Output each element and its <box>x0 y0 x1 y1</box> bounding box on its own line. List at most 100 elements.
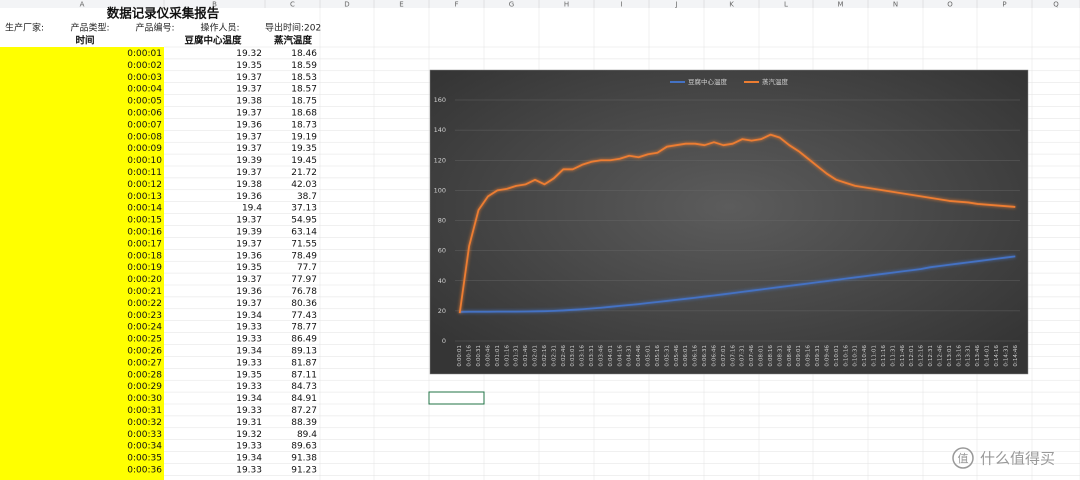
column-header: A <box>80 1 85 9</box>
table-header: 豆腐中心温度 <box>184 35 242 47</box>
x-tick-label: 0:09:01 <box>796 345 802 367</box>
x-tick-label: 0:07:31 <box>740 345 746 367</box>
column-header: P <box>1002 1 1006 9</box>
series-line <box>458 133 1016 314</box>
table-cell: 19.34 <box>236 454 262 464</box>
x-tick-label: 0:09:46 <box>824 345 830 367</box>
x-tick-label: 0:00:46 <box>485 345 491 367</box>
table-cell: 87.11 <box>291 370 317 380</box>
table-cell: 0:00:33 <box>127 430 162 440</box>
x-tick-label: 0:09:31 <box>815 345 821 367</box>
x-tick-label: 0:01:46 <box>523 345 529 367</box>
column-header: E <box>399 1 403 9</box>
x-tick-label: 0:06:31 <box>702 345 708 367</box>
highlight-column <box>0 47 164 480</box>
table-cell: 18.75 <box>291 97 317 107</box>
x-tick-label: 0:14:01 <box>985 345 991 367</box>
column-header: O <box>947 1 953 9</box>
table-cell: 19.37 <box>236 216 262 226</box>
x-tick-label: 0:03:16 <box>580 345 586 367</box>
table-cell: 0:00:17 <box>127 239 162 249</box>
column-header-bar <box>0 0 1080 8</box>
table-cell: 19.37 <box>236 144 262 154</box>
table-cell: 19.35 <box>291 144 317 154</box>
table-cell: 0:00:03 <box>127 73 162 83</box>
x-tick-label: 0:07:01 <box>721 345 727 367</box>
table-cell: 0:00:27 <box>127 358 162 368</box>
table-cell: 54.95 <box>291 216 317 226</box>
column-header: Q <box>1053 1 1059 9</box>
table-cell: 0:00:24 <box>127 323 162 333</box>
table-cell: 19.33 <box>236 382 262 392</box>
table-cell: 38.7 <box>297 192 317 202</box>
series-line <box>459 255 1016 313</box>
table-cell: 77.43 <box>291 311 317 321</box>
x-tick-label: 0:06:46 <box>711 345 717 367</box>
table-cell: 19.39 <box>236 156 262 166</box>
x-tick-label: 0:11:16 <box>881 345 887 367</box>
table-cell: 18.57 <box>291 85 317 95</box>
table-cell: 37.13 <box>291 204 317 214</box>
table-cell: 0:00:29 <box>127 382 162 392</box>
column-header: D <box>344 1 349 9</box>
column-header: K <box>729 1 734 9</box>
info-label: 产品编号: <box>135 22 174 34</box>
column-header: C <box>290 1 295 9</box>
table-cell: 0:00:30 <box>127 394 162 404</box>
x-tick-label: 0:08:16 <box>768 345 774 367</box>
x-tick-label: 0:00:16 <box>467 345 473 367</box>
table-cell: 0:00:31 <box>127 406 162 416</box>
table-cell: 19.35 <box>236 370 262 380</box>
y-tick-label: 120 <box>434 156 446 164</box>
x-tick-label: 0:06:16 <box>693 345 699 367</box>
y-tick-label: 20 <box>438 307 446 315</box>
x-tick-label: 0:02:01 <box>533 345 539 367</box>
x-tick-label: 0:13:16 <box>956 345 962 367</box>
x-tick-label: 0:05:16 <box>655 345 661 367</box>
x-tick-label: 0:04:01 <box>608 345 614 367</box>
table-cell: 18.46 <box>291 49 317 59</box>
x-tick-label: 0:03:46 <box>598 345 604 367</box>
y-tick-label: 100 <box>434 186 446 194</box>
x-tick-label: 0:06:01 <box>683 345 689 367</box>
x-tick-label: 0:13:46 <box>975 345 981 367</box>
table-cell: 0:00:28 <box>127 370 162 380</box>
table-cell: 77.97 <box>291 275 317 285</box>
table-cell: 0:00:11 <box>127 168 162 178</box>
x-tick-label: 0:00:31 <box>476 345 482 367</box>
x-tick-label: 0:05:46 <box>674 345 680 367</box>
table-cell: 89.4 <box>297 430 317 440</box>
x-tick-label: 0:12:31 <box>928 345 934 367</box>
table-cell: 84.73 <box>291 382 317 392</box>
table-cell: 81.87 <box>291 358 317 368</box>
x-tick-label: 0:01:16 <box>504 345 510 367</box>
x-tick-label: 0:13:01 <box>947 345 953 367</box>
table-cell: 0:00:26 <box>127 346 162 356</box>
x-tick-label: 0:14:46 <box>1013 345 1019 367</box>
x-tick-label: 0:13:31 <box>966 345 972 367</box>
table-cell: 80.36 <box>291 299 317 309</box>
table-cell: 0:00:35 <box>127 454 162 464</box>
table-cell: 19.19 <box>291 132 317 142</box>
report-title: 数据记录仪采集报告 <box>106 6 220 21</box>
x-tick-label: 0:11:46 <box>900 345 906 367</box>
table-cell: 0:00:19 <box>127 263 162 273</box>
y-tick-label: 40 <box>438 277 446 285</box>
table-cell: 19.33 <box>236 358 262 368</box>
table-cell: 0:00:15 <box>127 216 162 226</box>
x-tick-label: 0:04:31 <box>627 345 633 367</box>
x-tick-label: 0:04:46 <box>636 345 642 367</box>
table-cell: 19.35 <box>236 263 262 273</box>
x-tick-label: 0:09:16 <box>806 345 812 367</box>
table-cell: 19.35 <box>236 61 262 71</box>
table-cell: 0:00:12 <box>127 180 162 190</box>
table-cell: 77.7 <box>297 263 317 273</box>
chart-area <box>429 69 1029 375</box>
x-tick-label: 0:12:16 <box>919 345 925 367</box>
table-cell: 0:00:04 <box>127 85 162 95</box>
table-cell: 78.49 <box>291 251 317 261</box>
table-cell: 19.33 <box>236 442 262 452</box>
table-cell: 42.03 <box>291 180 317 190</box>
x-tick-label: 0:11:01 <box>872 345 878 367</box>
